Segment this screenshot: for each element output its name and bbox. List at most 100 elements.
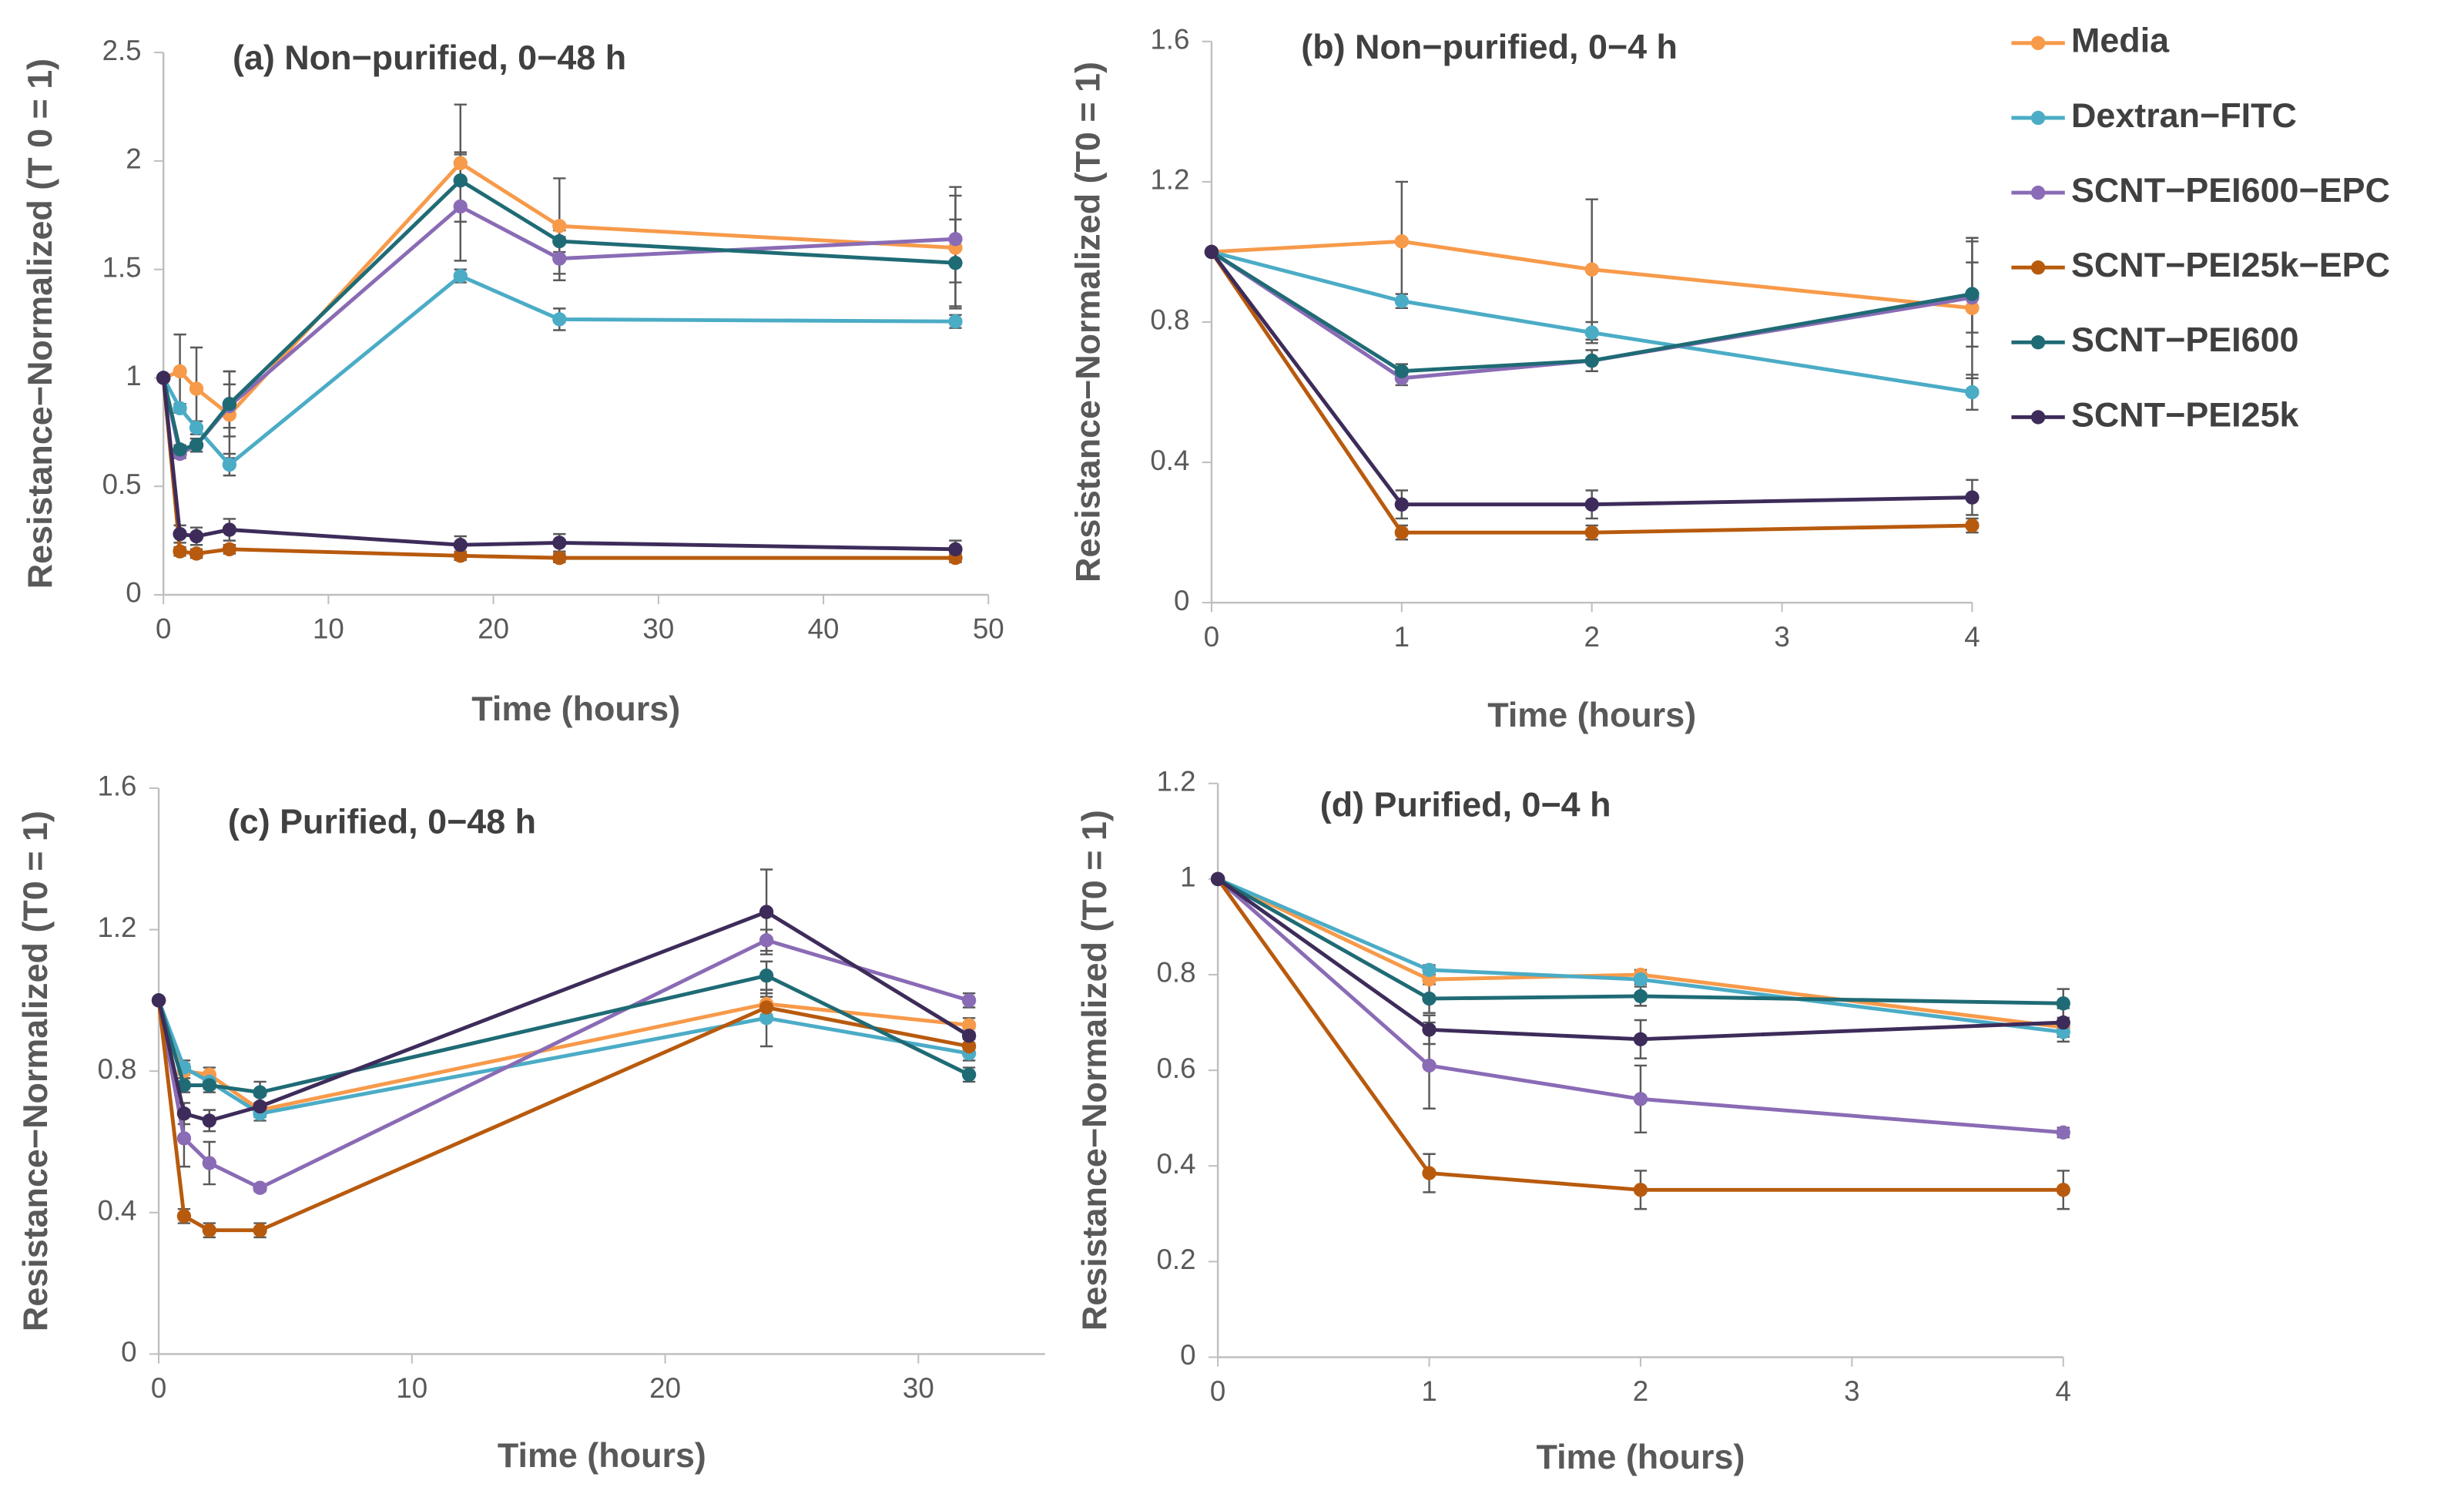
y-tick-label: 0.4	[1157, 1148, 1196, 1180]
series-line	[1216, 878, 2063, 1192]
data-point	[1965, 287, 1980, 301]
series-line	[161, 378, 956, 560]
chart-title: (a) Non−purified, 0−48 h	[233, 38, 626, 77]
data-point	[961, 1039, 977, 1054]
data-point	[1965, 300, 1980, 315]
data-point	[552, 312, 567, 327]
legend-label: SCNT−PEI600−EPC	[2071, 170, 2390, 210]
data-point	[151, 993, 166, 1008]
data-point	[173, 544, 187, 559]
data-point	[1394, 364, 1410, 378]
data-point	[2056, 1015, 2070, 1030]
data-point	[173, 364, 187, 379]
series-line	[156, 1000, 970, 1233]
x-tick-label: 20	[478, 613, 509, 645]
data-point	[253, 1085, 267, 1099]
x-axis-label: Time (hours)	[1487, 695, 1696, 734]
data-point	[961, 993, 977, 1008]
data-point	[1584, 353, 1599, 368]
data-point	[453, 549, 468, 563]
data-point	[1633, 1092, 1648, 1106]
series-line	[156, 938, 970, 1190]
data-point	[961, 1067, 977, 1082]
y-tick-label: 0.2	[1157, 1244, 1196, 1275]
series-line	[1210, 250, 1973, 507]
data-point	[1394, 497, 1410, 512]
legend-label: Media	[2071, 21, 2170, 60]
series-line	[1209, 250, 1973, 535]
x-tick-label: 40	[808, 613, 840, 645]
data-point	[552, 233, 567, 249]
series-line	[1217, 877, 2064, 1034]
data-point	[253, 1099, 267, 1114]
series-line	[1216, 877, 2063, 1042]
data-point	[1422, 1022, 1436, 1037]
x-tick-label: 4	[2056, 1375, 2071, 1407]
data-point	[453, 199, 468, 214]
y-tick-label: 2.5	[102, 35, 142, 66]
y-tick-label: 1	[1180, 861, 1195, 893]
data-point	[948, 232, 963, 247]
data-point	[1394, 234, 1410, 249]
legend-marker	[2030, 110, 2046, 126]
data-point	[202, 1078, 216, 1093]
data-point	[948, 256, 963, 270]
y-axis-label: Resistance−Normalized (T 0 = 1)	[20, 59, 59, 589]
series-line	[1211, 239, 1973, 311]
x-tick-label: 30	[642, 613, 674, 645]
data-point	[176, 1106, 192, 1121]
data-point	[552, 251, 567, 266]
data-point	[759, 1000, 774, 1015]
series-line	[1216, 877, 2063, 1005]
chart-title: (b) Non−purified, 0−4 h	[1301, 27, 1678, 66]
x-tick-label: 20	[649, 1372, 681, 1404]
x-axis-label: Time (hours)	[471, 689, 680, 728]
data-point	[173, 442, 187, 457]
x-tick-label: 0	[1204, 621, 1219, 653]
data-point	[1965, 384, 1980, 400]
data-point	[453, 156, 468, 170]
series-line	[162, 274, 956, 468]
data-point	[1422, 991, 1436, 1006]
data-point	[222, 522, 237, 537]
y-tick-label: 0.6	[1157, 1052, 1196, 1084]
data-point	[173, 401, 187, 416]
data-point	[2056, 1183, 2070, 1197]
chart-title: (d) Purified, 0−4 h	[1320, 784, 1611, 824]
data-point	[189, 529, 204, 544]
legend-marker	[2030, 410, 2046, 425]
x-tick-label: 2	[1633, 1375, 1648, 1407]
data-point	[552, 219, 567, 233]
data-point	[202, 1156, 216, 1170]
x-tick-label: 0	[156, 613, 171, 645]
data-point	[2056, 996, 2070, 1011]
legend-marker	[2030, 185, 2046, 200]
x-tick-label: 3	[1844, 1375, 1859, 1407]
y-axis-label: Resistance−Normalized (T0 = 1)	[1074, 810, 1114, 1331]
series-line	[156, 999, 970, 1116]
x-axis-label: Time (hours)	[498, 1435, 706, 1475]
data-point	[1633, 972, 1648, 987]
data-point	[222, 457, 237, 472]
data-point	[156, 371, 171, 385]
data-point	[948, 542, 963, 557]
y-tick-label: 0.8	[1157, 957, 1196, 989]
data-point	[1422, 962, 1436, 978]
y-tick-label: 0	[1174, 585, 1189, 616]
chart-title: (c) Purified, 0−48 h	[228, 802, 536, 841]
data-point	[1422, 1058, 1436, 1073]
data-point	[1965, 490, 1980, 505]
data-point	[1584, 497, 1599, 512]
legend-label: SCNT−PEI600	[2071, 320, 2299, 359]
legend-marker	[2030, 35, 2046, 51]
series-line	[1211, 250, 1973, 394]
data-point	[189, 381, 204, 396]
series-line	[156, 973, 971, 1095]
data-point	[1633, 989, 1648, 1004]
data-point	[1210, 871, 1225, 887]
data-point	[173, 526, 187, 542]
y-tick-label: 1.2	[1150, 164, 1189, 196]
x-tick-label: 3	[1774, 621, 1789, 653]
data-point	[453, 268, 468, 284]
